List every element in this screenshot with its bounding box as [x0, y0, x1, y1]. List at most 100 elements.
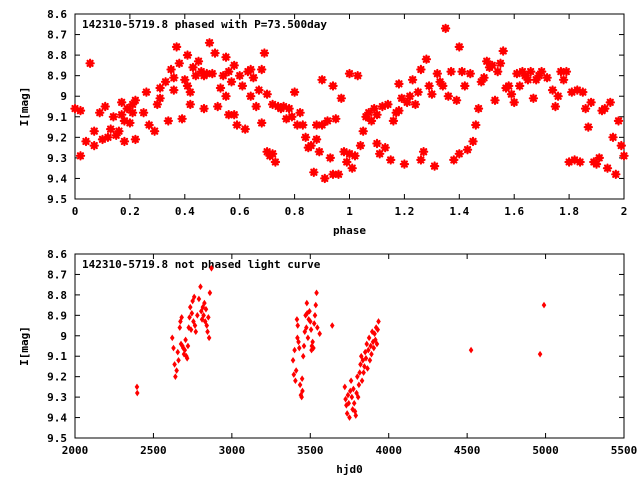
phased-data-point	[317, 75, 327, 85]
phased-data-point	[449, 155, 459, 165]
phased-data-point	[182, 81, 193, 91]
raw-data-point	[191, 293, 197, 301]
raw-data-point	[362, 363, 367, 370]
phased-data-point	[542, 73, 552, 83]
phased-data-point	[257, 118, 267, 128]
raw-data-point	[356, 381, 362, 389]
phased-data-point	[504, 81, 514, 91]
phased-data-point	[410, 99, 421, 110]
raw-data-point	[183, 336, 188, 344]
phased-y-tick-label: 8.9	[47, 70, 67, 83]
phased-data-point	[75, 151, 86, 161]
phased-data-point	[325, 153, 335, 163]
raw-data-point	[354, 389, 359, 397]
phased-x-tick-label: 0.8	[285, 205, 305, 218]
phased-data-point	[509, 97, 519, 108]
phased-data-point	[364, 108, 374, 118]
raw-data-point	[346, 399, 352, 407]
raw-data-point	[307, 318, 313, 325]
phased-data-point	[451, 95, 462, 105]
phased-data-point	[100, 101, 110, 112]
phased-data-point	[454, 42, 464, 52]
phased-data-point	[125, 118, 135, 128]
phased-data-point	[300, 132, 311, 142]
phased-data-point	[531, 75, 541, 85]
phased-data-point	[163, 116, 173, 126]
raw-data-point	[209, 265, 214, 272]
phased-data-point	[583, 122, 593, 132]
phased-data-point	[119, 116, 130, 126]
phased-data-point	[320, 173, 330, 184]
phased-data-point	[399, 159, 410, 169]
phased-data-point	[119, 136, 130, 147]
phased-data-point	[487, 60, 497, 71]
raw-data-point	[317, 330, 322, 338]
phased-data-point	[479, 73, 489, 83]
raw-data-point	[201, 312, 206, 319]
phased-data-point	[89, 126, 99, 136]
raw-data-point	[177, 324, 183, 331]
raw-data-point	[293, 367, 299, 374]
phased-x-tick-label: 1.6	[504, 205, 524, 218]
raw-data-point	[358, 361, 363, 368]
phased-data-point	[226, 77, 237, 87]
raw-data-point	[204, 322, 210, 329]
phased-y-tick-label: 9.3	[47, 152, 67, 165]
raw-data-point	[293, 377, 298, 385]
raw-x-tick-label: 4500	[454, 444, 481, 457]
raw-x-tick-label: 3500	[297, 444, 324, 457]
phased-data-point	[591, 159, 602, 169]
phased-data-point	[270, 157, 281, 167]
raw-data-point	[364, 340, 370, 348]
raw-data-point	[307, 307, 312, 315]
phased-data-point	[366, 116, 377, 126]
raw-data-point	[198, 283, 203, 291]
raw-data-point	[541, 301, 547, 309]
phased-data-point	[550, 101, 561, 112]
phased-data-point	[248, 73, 259, 83]
raw-y-tick-label: 9.2	[47, 371, 67, 384]
raw-data-point	[173, 373, 178, 380]
raw-data-point	[304, 299, 310, 307]
raw-data-point	[179, 314, 184, 321]
raw-data-point	[347, 414, 352, 421]
raw-x-tick-label: 5500	[611, 444, 638, 457]
phased-y-tick-label: 9.2	[47, 131, 67, 144]
phased-data-point	[127, 108, 138, 118]
raw-data-point	[297, 381, 303, 389]
phased-data-point	[224, 66, 234, 77]
phased-data-point	[204, 38, 215, 48]
raw-y-tick-label: 9.1	[47, 350, 67, 363]
raw-data-point	[376, 318, 381, 325]
phased-data-point	[498, 46, 508, 56]
phased-data-point	[155, 93, 165, 103]
phased-data-point	[619, 151, 629, 161]
raw-data-point	[190, 297, 195, 305]
phased-data-point	[429, 161, 440, 171]
phased-x-tick-label: 1.4	[449, 205, 469, 218]
phased-data-point	[207, 68, 217, 79]
raw-data-point	[299, 393, 304, 401]
phased-data-point	[336, 93, 346, 103]
phased-data-point	[103, 132, 113, 142]
phased-data-point	[108, 112, 119, 122]
phased-data-point	[534, 71, 544, 81]
raw-data-point	[195, 312, 200, 319]
phased-data-point	[281, 114, 292, 124]
phased-data-point	[416, 155, 426, 165]
phased-data-point	[251, 101, 261, 112]
phased-data-point	[333, 169, 344, 179]
phased-data-point	[372, 138, 382, 149]
phased-y-tick-label: 8.7	[47, 29, 67, 42]
phased-data-point	[117, 97, 127, 108]
phased-data-point	[331, 114, 341, 124]
raw-y-tick-label: 9.4	[47, 412, 67, 425]
raw-data-point	[351, 399, 357, 407]
phased-data-point	[144, 120, 154, 130]
phased-data-point	[235, 71, 245, 81]
phased-data-point	[267, 149, 278, 159]
raw-y-tick-label: 8.6	[47, 248, 67, 261]
phased-y-axis-label: I[mag]	[18, 87, 31, 127]
phased-x-tick-label: 1	[346, 205, 353, 218]
phased-data-point	[569, 155, 580, 165]
